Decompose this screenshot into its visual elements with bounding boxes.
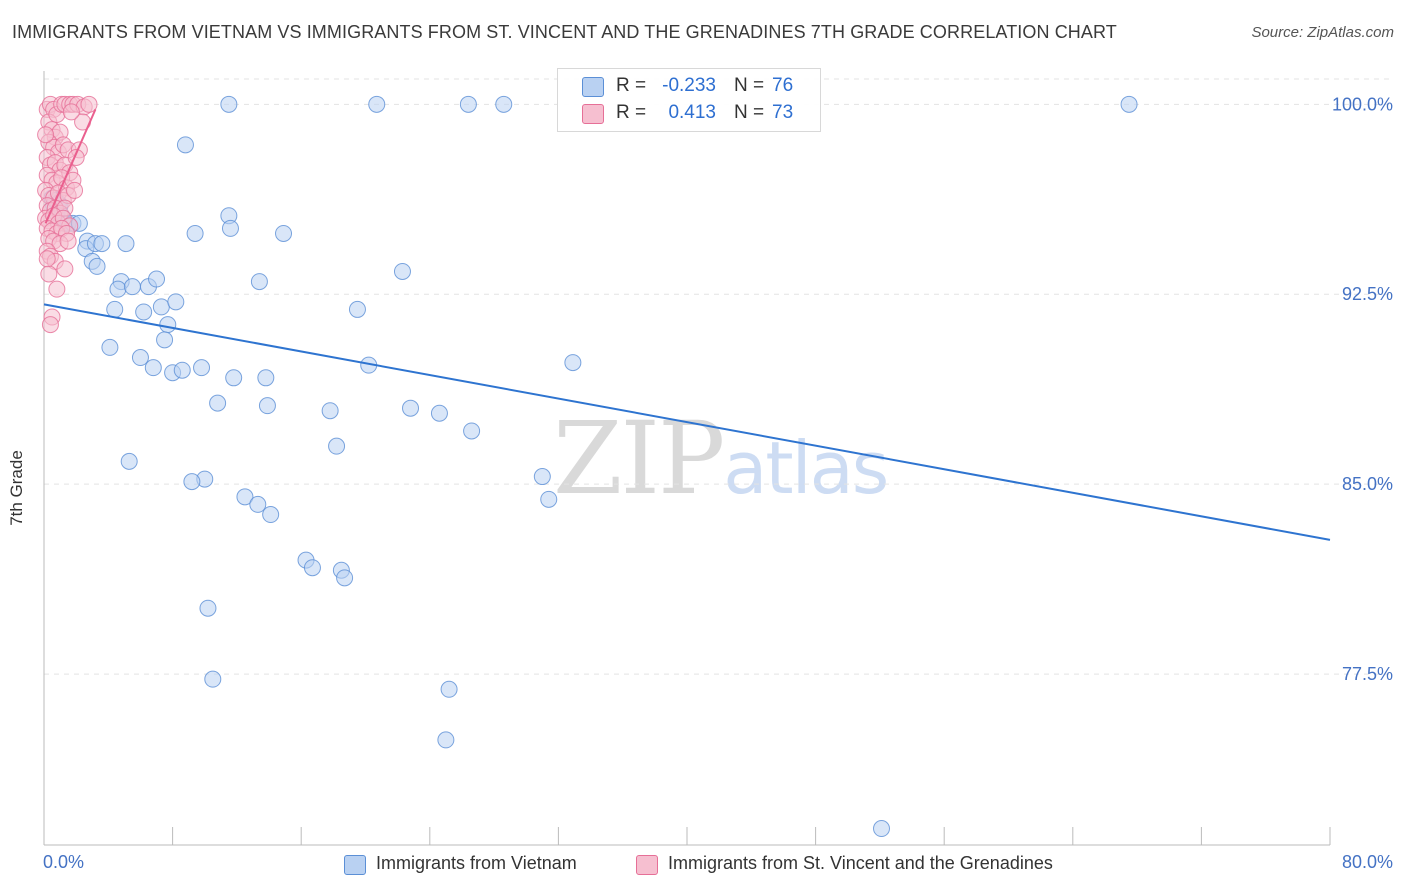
legend-r-value: 0.413 <box>668 102 716 123</box>
vietnam-point <box>159 316 177 334</box>
st-vincent-trend-line <box>44 108 97 224</box>
legend-n-value: 76 <box>772 75 794 96</box>
bottom-legend-label: Immigrants from St. Vincent and the Gren… <box>668 853 1053 873</box>
vietnam-point <box>257 369 275 387</box>
vietnam-point <box>88 257 106 275</box>
vietnam-point <box>437 731 455 749</box>
vietnam-point <box>495 95 513 113</box>
st-vincent-point <box>66 181 84 199</box>
vietnam-point <box>236 488 254 506</box>
vietnam-point <box>348 300 366 318</box>
vietnam-point <box>393 262 411 280</box>
x-tick-label-max: 80.0% <box>1341 852 1393 872</box>
vietnam-point <box>193 359 211 377</box>
st-vincent-point <box>38 250 56 268</box>
vietnam-point <box>109 280 127 298</box>
vietnam-point <box>321 402 339 420</box>
legend-r-value: -0.233 <box>662 75 716 96</box>
watermark-zip: ZIP <box>553 400 725 517</box>
vietnam-point <box>533 468 551 486</box>
bottom-legend-label: Immigrants from Vietnam <box>376 853 577 873</box>
vietnam-point <box>402 399 420 417</box>
vietnam-point <box>123 278 141 296</box>
legend-n-label: N = <box>734 102 765 123</box>
st-vincent-point <box>56 260 74 278</box>
vietnam-point <box>173 361 191 379</box>
vietnam-point <box>135 303 153 321</box>
vietnam-point <box>117 235 135 253</box>
legend-row-st-vincent: R = 0.413 N = 73 <box>558 100 820 127</box>
vietnam-point <box>459 95 477 113</box>
st-vincent-point <box>80 95 98 113</box>
vietnam-point <box>199 599 217 617</box>
legend-swatch-pink <box>582 104 604 124</box>
vietnam-point <box>209 394 227 412</box>
vietnam-point <box>221 219 239 237</box>
st-vincent-point <box>62 103 80 121</box>
st-vincent-point <box>40 265 58 283</box>
st-vincent-point <box>48 280 66 298</box>
vietnam-point <box>148 270 166 288</box>
x-tick-label-min: 0.0% <box>43 852 85 872</box>
vietnam-point <box>250 273 268 291</box>
vietnam-point <box>144 359 162 377</box>
vietnam-point <box>336 569 354 587</box>
vietnam-point <box>430 404 448 422</box>
legend-swatch-blue <box>582 77 604 97</box>
vietnam-point <box>328 437 346 455</box>
bottom-legend-swatch-blue <box>344 855 366 875</box>
vietnam-point <box>303 559 321 577</box>
vietnam-point <box>176 136 194 154</box>
vietnam-point <box>262 506 280 524</box>
y-tick-label: 92.5% <box>1342 284 1393 304</box>
vietnam-point <box>368 95 386 113</box>
legend-n-value: 73 <box>772 102 794 123</box>
vietnam-point <box>275 224 293 242</box>
vietnam-point <box>131 349 149 367</box>
y-tick-label: 100.0% <box>1332 94 1393 114</box>
st-vincent-point <box>37 126 55 144</box>
vietnam-point <box>258 397 276 415</box>
vietnam-trend-line <box>43 303 1331 541</box>
vietnam-point <box>1120 95 1138 113</box>
st-vincent-point <box>41 316 59 334</box>
legend-n-label: N = <box>734 75 765 96</box>
source-credit: Source: ZipAtlas.com <box>1251 24 1394 41</box>
vietnam-point <box>183 473 201 491</box>
vietnam-point <box>220 95 238 113</box>
y-tick-label: 85.0% <box>1342 474 1393 494</box>
vietnam-point <box>463 422 481 440</box>
stats-legend: R = -0.233 N = 76 R = 0.413 N = 73 <box>557 68 821 132</box>
vietnam-point <box>564 354 582 372</box>
y-tick-label: 77.5% <box>1342 664 1393 684</box>
vietnam-point <box>101 338 119 356</box>
y-axis-label: 7th Grade <box>7 450 26 526</box>
bottom-legend-swatch-pink <box>636 855 658 875</box>
legend-r-label: R = <box>616 102 647 123</box>
legend-r-label: R = <box>616 75 647 96</box>
vietnam-point <box>540 490 558 508</box>
st-vincent-point <box>59 232 77 250</box>
vietnam-point <box>93 235 111 253</box>
vietnam-point <box>120 452 138 470</box>
vietnam-point <box>156 331 174 349</box>
vietnam-point <box>249 495 267 513</box>
watermark: ZIPatlas <box>553 400 889 517</box>
vietnam-point <box>167 293 185 311</box>
vietnam-point <box>225 369 243 387</box>
vietnam-point <box>186 224 204 242</box>
chart-title: IMMIGRANTS FROM VIETNAM VS IMMIGRANTS FR… <box>12 22 1117 42</box>
vietnam-point <box>152 298 170 316</box>
watermark-atlas: atlas <box>723 426 889 510</box>
vietnam-point <box>873 820 891 838</box>
vietnam-point <box>106 300 124 318</box>
vietnam-point <box>204 670 222 688</box>
vietnam-point <box>440 680 458 698</box>
legend-row-vietnam: R = -0.233 N = 76 <box>558 73 820 100</box>
